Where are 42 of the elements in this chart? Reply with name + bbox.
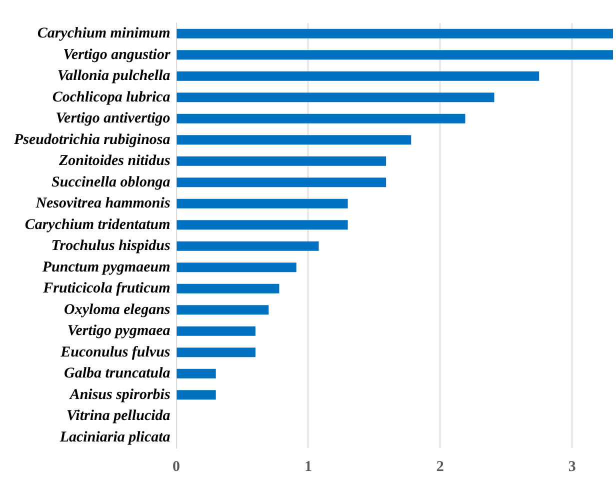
bar xyxy=(176,390,216,400)
bar xyxy=(176,114,466,124)
y-tick-label: Laciniaria plicata xyxy=(58,429,171,446)
y-tick-label: Pseudotrichia rubiginosa xyxy=(14,132,171,148)
y-tick-label: Carychium tridentatum xyxy=(24,216,170,233)
x-tick-label: 0 xyxy=(172,458,180,475)
y-tick-label: Trochulus hispidus xyxy=(51,238,170,254)
y-tick-label: Vertigo angustior xyxy=(63,46,170,63)
bar xyxy=(176,71,540,81)
bar xyxy=(176,241,319,251)
y-tick-label: Vertigo pygmaea xyxy=(67,323,171,339)
bar xyxy=(176,28,613,38)
bar xyxy=(176,50,613,60)
y-tick-label: Euconulus fulvus xyxy=(60,344,170,360)
bar xyxy=(176,156,386,166)
bar xyxy=(176,178,386,188)
bar xyxy=(176,284,280,294)
x-tick-label: 3 xyxy=(568,458,576,475)
y-tick-label: Cochlicopa lubrica xyxy=(52,89,171,106)
y-tick-label: Anisus spirorbis xyxy=(68,386,170,403)
y-tick-label: Nesovitrea hammonis xyxy=(34,196,170,212)
y-tick-label: Carychium minimum xyxy=(37,26,170,42)
y-tick-label: Vitrina pellucida xyxy=(66,408,171,424)
bar xyxy=(176,135,412,145)
y-tick-label: Galba truncatula xyxy=(64,366,171,382)
y-tick-label: Zonitoides nitidus xyxy=(58,153,170,169)
x-tick-label: 1 xyxy=(304,458,312,475)
y-tick-label: Punctum pygmaeum xyxy=(42,259,170,276)
bar xyxy=(176,92,494,102)
y-tick-label: Fruticicola fruticum xyxy=(42,280,170,296)
y-tick-label: Oxyloma elegans xyxy=(64,302,170,318)
bar xyxy=(176,262,296,272)
bar xyxy=(176,305,269,315)
bar xyxy=(176,348,256,358)
y-tick-label: Vertigo antivertigo xyxy=(56,110,170,126)
y-tick-label: Vallonia pulchella xyxy=(57,68,171,84)
y-tick-label: Succinella oblonga xyxy=(52,174,171,190)
bar xyxy=(176,368,216,378)
bar xyxy=(176,198,348,208)
bar xyxy=(176,220,348,230)
bar xyxy=(176,326,256,336)
x-tick-label: 2 xyxy=(436,458,444,475)
